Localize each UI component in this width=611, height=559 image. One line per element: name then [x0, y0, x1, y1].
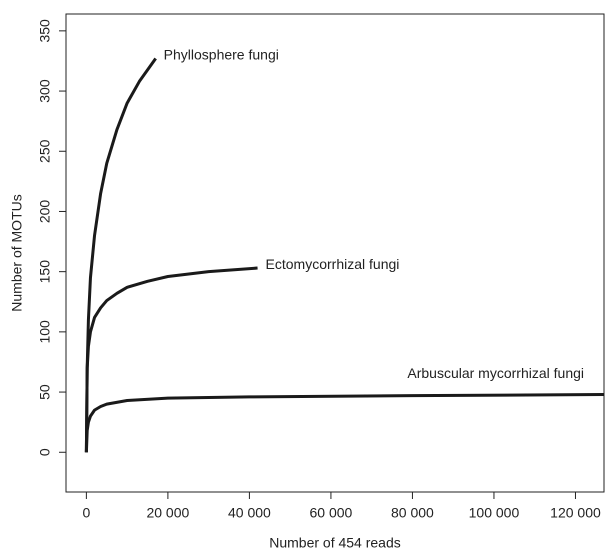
- y-axis-label: Number of MOTUs: [9, 194, 25, 311]
- x-tick-label: 100 000: [469, 505, 520, 521]
- series-line: [84, 392, 605, 453]
- x-tick-label: 20 000: [146, 505, 189, 521]
- y-tick-label: 300: [37, 79, 53, 103]
- x-axis-label: Number of 454 reads: [269, 535, 401, 551]
- y-tick-label: 100: [37, 320, 53, 344]
- series-line: [84, 57, 157, 453]
- y-tick-label: 150: [37, 260, 53, 284]
- y-tick-label: 200: [37, 200, 53, 224]
- x-tick-label: 0: [82, 505, 90, 521]
- series-label: Arbuscular mycorrhizal fungi: [407, 365, 584, 381]
- x-tick-label: 40 000: [228, 505, 271, 521]
- y-tick-label: 0: [37, 448, 53, 456]
- x-tick-label: 60 000: [310, 505, 353, 521]
- y-tick-label: 250: [37, 139, 53, 163]
- y-tick-label: 350: [37, 19, 53, 43]
- x-tick-label: 80 000: [391, 505, 434, 521]
- series-label: Ectomycorrhizal fungi: [266, 256, 400, 272]
- x-tick-label: 120 000: [550, 505, 601, 521]
- plot-frame: [65, 13, 605, 493]
- series-label: Phyllosphere fungi: [164, 46, 279, 62]
- y-tick-label: 50: [37, 384, 53, 400]
- series-line: [84, 266, 258, 453]
